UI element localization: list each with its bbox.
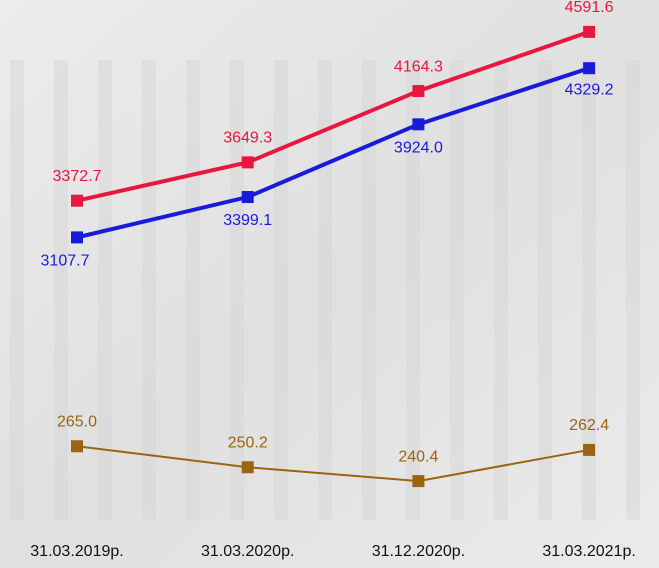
- marker: [583, 62, 596, 75]
- marker: [71, 231, 83, 244]
- marker: [241, 191, 254, 204]
- marker: [412, 85, 425, 98]
- data-label: 4591.6: [565, 0, 614, 16]
- data-label: 3649.3: [223, 130, 272, 147]
- x-tick-label: 31.03.2019р.: [30, 543, 123, 560]
- marker: [71, 194, 83, 207]
- series-line: [76, 445, 590, 483]
- marker: [241, 156, 254, 169]
- series-line: [76, 29, 590, 203]
- data-label: 240.4: [398, 448, 438, 465]
- data-label: 3399.1: [223, 212, 272, 229]
- marker: [241, 461, 254, 474]
- data-label: 265.0: [57, 413, 97, 430]
- marker: [583, 25, 596, 38]
- marker: [412, 118, 425, 131]
- marker: [412, 475, 425, 488]
- data-label: 3372.7: [53, 168, 102, 185]
- data-label: 250.2: [228, 434, 268, 451]
- marker: [71, 440, 83, 453]
- data-label: 4164.3: [394, 58, 443, 75]
- marker: [583, 443, 596, 456]
- data-label: 3107.7: [41, 253, 90, 270]
- series-line: [76, 66, 590, 240]
- x-tick-label: 31.03.2021р.: [542, 543, 635, 560]
- x-tick-label: 31.12.2020р.: [372, 543, 465, 560]
- x-tick-label: 31.03.2020р.: [201, 543, 294, 560]
- data-label: 4329.2: [565, 81, 614, 98]
- data-label: 3924.0: [394, 140, 443, 157]
- data-label: 262.4: [569, 417, 609, 434]
- background-texture: [0, 60, 659, 520]
